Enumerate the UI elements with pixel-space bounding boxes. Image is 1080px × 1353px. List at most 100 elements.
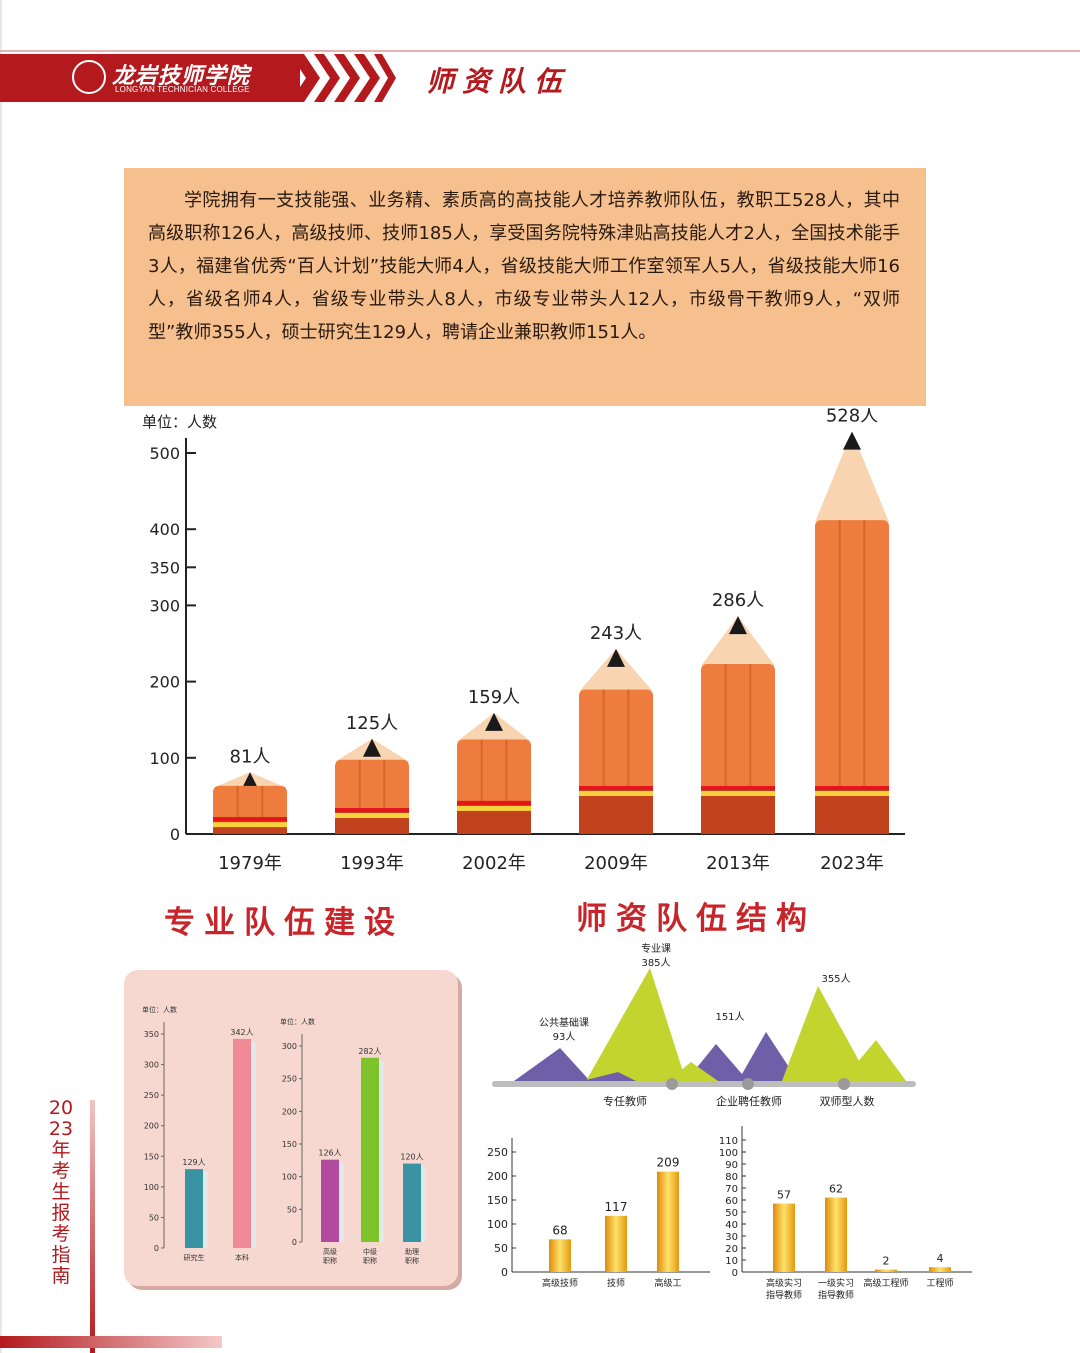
pencil-groove bbox=[863, 520, 866, 834]
skill-level-chart: 0 50 100 150 200 250 68 高级技师 117 技师 209 高级工 bbox=[487, 1138, 710, 1289]
mountain-peak bbox=[842, 1040, 906, 1081]
pencil-lead bbox=[843, 431, 861, 450]
y-tick-label: 80 bbox=[725, 1172, 738, 1183]
baseline-node bbox=[666, 1078, 678, 1090]
mountain-peak bbox=[738, 1032, 798, 1081]
y-tick-label: 350 bbox=[144, 1030, 159, 1039]
x-tick-label: 1993年 bbox=[340, 853, 404, 874]
pencil-groove bbox=[236, 785, 239, 834]
x-tick-label: 2002年 bbox=[462, 853, 526, 874]
bar bbox=[361, 1057, 379, 1242]
data-label: 129人 bbox=[182, 1158, 205, 1167]
x-tick-label: 职称 bbox=[405, 1256, 419, 1265]
pencil-tip bbox=[701, 616, 775, 667]
peak-value-label: 151人 bbox=[715, 1011, 744, 1023]
page-left-rule bbox=[0, 0, 2, 1353]
x-tick-label: 职称 bbox=[323, 1256, 337, 1265]
education-title-panel: 单位：人数 0 50 100 150 200 250 300 350 129人 研究生 342人 本科 单… bbox=[124, 970, 458, 1286]
x-tick-label: 助理 bbox=[405, 1247, 419, 1256]
pencil-tip bbox=[579, 648, 653, 692]
x-tick-label: 指导教师 bbox=[818, 1289, 854, 1301]
pencil-tip bbox=[815, 431, 889, 523]
y-tick-label: 0 bbox=[501, 1266, 508, 1279]
header: 龙岩技师学院 LONGYAN TECHNICIAN COLLEGE 师资队伍 bbox=[0, 50, 1080, 104]
y-tick-label: 10 bbox=[725, 1256, 738, 1267]
y-tick-label: 20 bbox=[725, 1244, 738, 1255]
college-seal-icon bbox=[72, 60, 106, 94]
y-tick-label: 100 bbox=[282, 1173, 297, 1182]
y-tick-label: 100 bbox=[487, 1218, 508, 1231]
pencil-groove bbox=[358, 759, 361, 834]
chevron-arrows-icon bbox=[290, 54, 396, 102]
y-axis-unit-label: 单位：人数 bbox=[142, 1005, 177, 1014]
staff-growth-chart: 单位：人数 0 100 200 300 350 400 500 81人 1979年 125人 1993… bbox=[142, 408, 905, 874]
data-label: 159人 bbox=[468, 687, 520, 708]
college-name: 龙岩技师学院 bbox=[112, 63, 251, 89]
data-label: 4 bbox=[937, 1252, 944, 1265]
peak-value-label: 93人 bbox=[553, 1031, 576, 1043]
heading-staff-structure: 师资队伍结构 bbox=[576, 901, 816, 937]
bar bbox=[233, 1038, 251, 1248]
peak-label: 公共基础课 bbox=[539, 1016, 589, 1029]
y-axis-unit-label: 单位：人数 bbox=[280, 1017, 315, 1026]
y-tick-label: 250 bbox=[282, 1075, 297, 1084]
x-tick-label: 专任教师 bbox=[603, 1094, 647, 1108]
pencil-lead bbox=[241, 772, 259, 791]
data-label: 286人 bbox=[712, 590, 764, 611]
x-tick-label: 工程师 bbox=[926, 1277, 953, 1289]
y-tick-label: 300 bbox=[282, 1042, 297, 1051]
x-tick-label: 本科 bbox=[235, 1253, 249, 1262]
pencil-groove bbox=[505, 739, 508, 834]
pencil-stripe bbox=[579, 791, 653, 796]
pencil-bar bbox=[815, 431, 889, 834]
bar bbox=[185, 1169, 203, 1248]
bar-side bbox=[251, 1041, 256, 1248]
x-tick-label: 2009年 bbox=[584, 853, 648, 874]
bar bbox=[825, 1197, 847, 1272]
y-tick-label: 0 bbox=[292, 1238, 297, 1247]
pencil-bar bbox=[213, 772, 287, 834]
y-axis-unit-label: 单位：人数 bbox=[142, 413, 217, 431]
baseline-node bbox=[838, 1078, 850, 1090]
pencil-groove bbox=[602, 689, 605, 834]
y-tick-label: 100 bbox=[719, 1148, 738, 1159]
mountain-peak bbox=[514, 1048, 590, 1081]
bar bbox=[773, 1203, 795, 1272]
bar-side bbox=[203, 1172, 208, 1248]
x-tick-label: 企业聘任教师 bbox=[716, 1094, 782, 1108]
y-tick-label: 30 bbox=[725, 1232, 738, 1243]
x-tick-label: 指导教师 bbox=[766, 1289, 802, 1301]
pencil-stripe bbox=[335, 812, 409, 818]
y-tick-label: 300 bbox=[149, 596, 180, 615]
guide-side-label: 2023年考生报考指南 bbox=[48, 1097, 74, 1287]
intro-text: 学院拥有一支技能强、业务精、素质高的高技能人才培养教师队伍，教职工528人，其中… bbox=[148, 190, 900, 343]
pencil-stripe bbox=[701, 791, 775, 796]
data-label: 125人 bbox=[346, 713, 398, 734]
pencil-stripe bbox=[457, 805, 531, 811]
pencil-bar bbox=[457, 712, 531, 834]
y-tick-label: 250 bbox=[487, 1146, 508, 1159]
data-label: 243人 bbox=[590, 623, 642, 644]
y-tick-label: 0 bbox=[154, 1244, 159, 1253]
y-tick-label: 100 bbox=[149, 749, 180, 768]
data-label: 528人 bbox=[826, 408, 878, 427]
pencil-stripe bbox=[579, 786, 653, 790]
baseline-node bbox=[742, 1078, 754, 1090]
pencil-groove bbox=[724, 664, 727, 834]
x-tick-label: 高级实习 bbox=[766, 1277, 802, 1289]
mountain-peak bbox=[668, 1062, 718, 1081]
header-top-line bbox=[0, 50, 1080, 52]
x-tick-label: 中级 bbox=[363, 1247, 377, 1256]
y-tick-label: 200 bbox=[487, 1170, 508, 1183]
y-tick-label: 250 bbox=[144, 1091, 159, 1100]
data-label: 57 bbox=[777, 1189, 791, 1202]
y-tick-label: 50 bbox=[287, 1205, 297, 1214]
pencil-bar bbox=[701, 616, 775, 834]
pencil-stripe bbox=[457, 800, 531, 805]
x-tick-label: 高级工程师 bbox=[863, 1277, 908, 1289]
x-tick-label: 研究生 bbox=[184, 1253, 205, 1262]
peak-value-label: 385人 bbox=[641, 957, 670, 969]
pencil-stripe bbox=[701, 786, 775, 790]
